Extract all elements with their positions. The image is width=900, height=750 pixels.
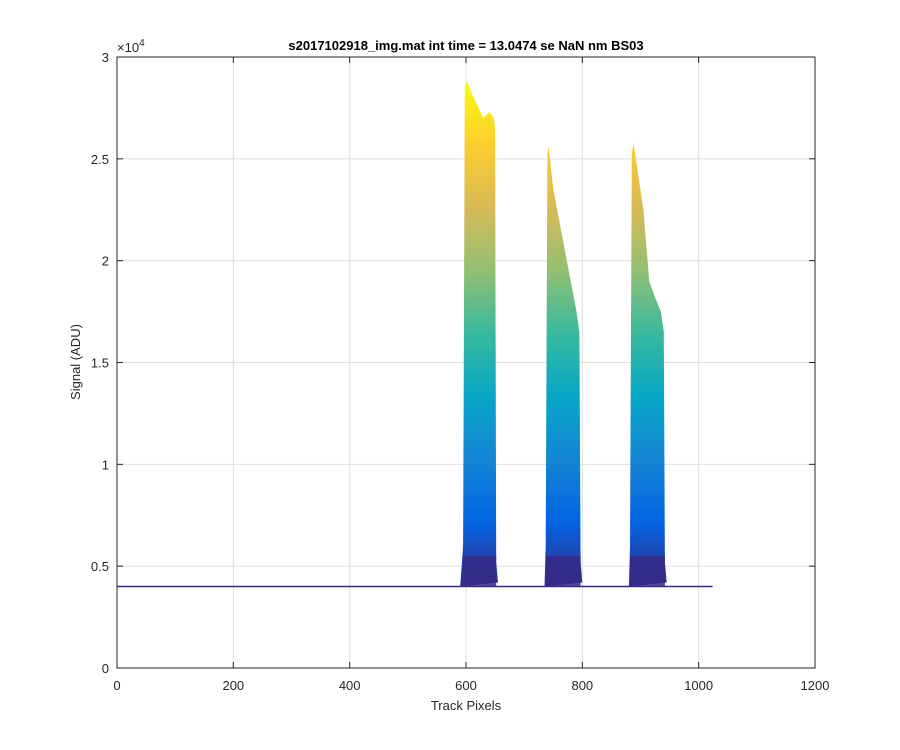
y-tick-label: 1.5: [91, 356, 109, 371]
y-tick-label: 1: [102, 457, 109, 472]
x-tick-label: 400: [339, 678, 361, 693]
axes: [116, 56, 816, 669]
x-tick-label: 600: [455, 678, 477, 693]
tick-labels: 0 200 400 600 800 1000 1200 0 0.5 1 1.5 2 2.5 3: [91, 50, 830, 693]
y-axis-exponent-base: ×10: [117, 40, 139, 55]
y-axis-label: Signal (ADU): [68, 324, 83, 400]
y-tick-label: 0.5: [91, 559, 109, 574]
peak-2-base: [545, 556, 581, 587]
data-layer: [117, 81, 713, 588]
x-tick-label: 0: [113, 678, 120, 693]
y-tick-label: 2: [102, 254, 109, 269]
x-tick-label: 800: [571, 678, 593, 693]
chart-title: s2017102918_img.mat int time = 13.0474 s…: [288, 38, 643, 53]
y-axis-exponent-power: 4: [139, 38, 145, 49]
x-tick-label: 1200: [801, 678, 830, 693]
peak-3-base: [630, 556, 665, 587]
peak-3: [628, 142, 667, 587]
y-tick-label: 2.5: [91, 152, 109, 167]
y-tick-label: 0: [102, 661, 109, 676]
x-tick-label: 200: [222, 678, 244, 693]
y-tick-label: 3: [102, 50, 109, 65]
y-axis-exponent: ×104: [117, 38, 145, 55]
peak-1-base: [463, 556, 497, 587]
peak-2: [544, 146, 583, 587]
peak-1: [460, 81, 498, 587]
x-tick-label: 1000: [684, 678, 713, 693]
x-axis-label: Track Pixels: [431, 698, 502, 713]
